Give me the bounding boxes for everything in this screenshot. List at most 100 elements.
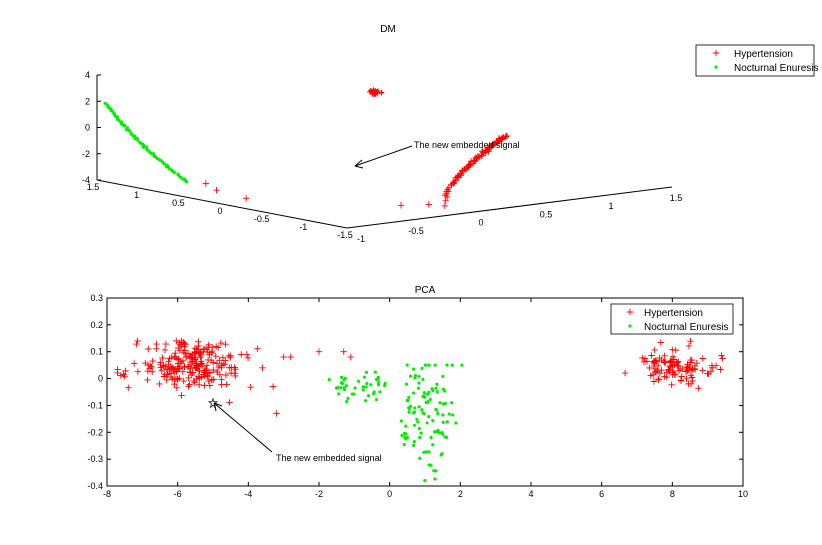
dm-annotation-arrow: [354, 145, 413, 167]
dm-legend-enuresis-marker: [714, 65, 718, 69]
pca-points: [114, 337, 726, 483]
pca-hypertension-point: [195, 338, 202, 345]
pca-enuresis-point: [408, 404, 413, 408]
pca-hypertension-point: [173, 337, 180, 345]
pca-enuresis-point: [438, 401, 442, 405]
pca-hypertension-point: [259, 364, 266, 372]
pca-hypertension-point: [717, 366, 724, 373]
dm-hypertension-point: [478, 147, 486, 155]
dm-enuresis-point: [141, 143, 146, 147]
pca-hypertension-point: [160, 373, 168, 380]
pca-y-tick-label: -0.2: [87, 427, 103, 437]
pca-enuresis-point: [343, 387, 347, 392]
pca-annotation-arrow: [213, 402, 273, 453]
pca-enuresis-point: [439, 453, 443, 457]
pca-x-tick-label: -6: [174, 489, 182, 499]
pca-hypertension-point: [197, 354, 204, 361]
pca-hypertension-point: [159, 354, 166, 362]
pca-hypertension-point: [213, 360, 221, 367]
pca-enuresis-point: [421, 377, 425, 381]
pca-enuresis-point: [407, 395, 411, 400]
pca-enuresis-point: [327, 378, 331, 382]
pca-hypertension-point: [666, 367, 673, 375]
pca-x-tick-label: -4: [244, 489, 252, 499]
pca-hypertension-point: [203, 362, 211, 369]
dm-left-floor-tick-label: 0.5: [172, 198, 185, 208]
pca-hypertension-point: [222, 340, 229, 348]
dm-right-floor-axis: [346, 186, 673, 229]
pca-enuresis-point: [454, 421, 458, 425]
dm-enuresis-point: [152, 152, 156, 156]
pca-hypertension-point: [134, 337, 141, 345]
pca-enuresis-point: [376, 375, 380, 379]
pca-enuresis-point: [411, 443, 416, 448]
pca-hypertension-point: [161, 346, 169, 354]
pca-enuresis-point: [337, 392, 341, 396]
pca-hypertension-point: [225, 352, 232, 360]
pca-hypertension-point: [186, 358, 194, 366]
pca-enuresis-point: [374, 377, 379, 382]
pca-hypertension-point: [667, 358, 674, 365]
pca-hypertension-point: [205, 343, 212, 351]
pca-hypertension-point: [142, 359, 149, 367]
pca-hypertension-point: [201, 345, 208, 353]
pca-enuresis-point: [361, 385, 365, 389]
pca-hypertension-point: [203, 365, 210, 373]
pca-axes-box: [106, 297, 744, 487]
pca-hypertension-point: [202, 367, 209, 374]
pca-enuresis-point: [403, 431, 407, 436]
pca-enuresis-point: [411, 367, 416, 371]
pca-hypertension-point: [688, 374, 696, 381]
dm-hypertension-point: [502, 133, 509, 140]
dm-legend: Hypertension Nocturnal Enuresis: [695, 44, 818, 77]
pca-hypertension-point: [683, 375, 690, 383]
pca-hypertension-point: [177, 359, 185, 367]
pca-hypertension-point: [287, 353, 294, 361]
pca-enuresis-point: [426, 392, 430, 396]
pca-enuresis-point: [428, 397, 432, 401]
pca-hypertension-point: [672, 346, 679, 354]
pca-hypertension-point: [204, 356, 212, 364]
dm-left-floor-tick-label: 1.5: [87, 182, 100, 192]
pca-legend-hypertension-marker: [626, 308, 634, 316]
pca-enuresis-point: [423, 363, 428, 367]
pca-hypertension-point: [146, 365, 154, 372]
pca-y-tick-label: -0.1: [87, 400, 103, 410]
pca-enuresis-point: [399, 419, 403, 423]
pca-hypertension-point: [653, 368, 661, 375]
pca-hypertension-point: [232, 366, 239, 373]
pca-hypertension-point: [648, 352, 655, 359]
pca-hypertension-point: [699, 355, 707, 362]
dm-right-floor-tick-label: 0: [478, 218, 483, 228]
pca-hypertension-point: [144, 376, 151, 384]
pca-hypertension-point: [217, 339, 224, 347]
pca-hypertension-point: [640, 358, 648, 366]
pca-hypertension-point: [661, 352, 668, 360]
pca-hypertension-point: [650, 378, 658, 385]
pca-hypertension-point: [678, 373, 685, 380]
pca-enuresis-point: [408, 374, 413, 378]
dm-left-floor-tick-label: -1: [299, 222, 307, 232]
pca-enuresis-point: [376, 383, 381, 387]
pca-hypertension-point: [719, 355, 726, 362]
dm-hypertension-point: [495, 137, 502, 145]
pca-enuresis-point: [427, 363, 431, 367]
dm-enuresis-point: [141, 145, 146, 149]
pca-legend-enuresis-marker: [628, 324, 632, 328]
dm-left-floor-tick-label: 0: [217, 206, 222, 216]
pca-enuresis-point: [425, 421, 429, 425]
pca-hypertension-point: [180, 377, 187, 385]
pca-enuresis-point: [444, 435, 449, 440]
pca-hypertension-point: [130, 360, 138, 367]
pca-enuresis-point: [450, 401, 454, 405]
pca-hypertension-point: [183, 353, 190, 361]
pca-title: PCA: [415, 285, 436, 296]
pca-hypertension-point: [228, 364, 235, 371]
pca-hypertension-point: [247, 383, 254, 391]
pca-hypertension-point: [120, 371, 127, 378]
pca-enuresis-point: [353, 386, 357, 390]
pca-enuresis-point: [451, 413, 455, 417]
dm-hypertension-point: [499, 134, 506, 142]
pca-new-signal-marker: [208, 397, 218, 409]
pca-enuresis-point: [374, 398, 379, 402]
